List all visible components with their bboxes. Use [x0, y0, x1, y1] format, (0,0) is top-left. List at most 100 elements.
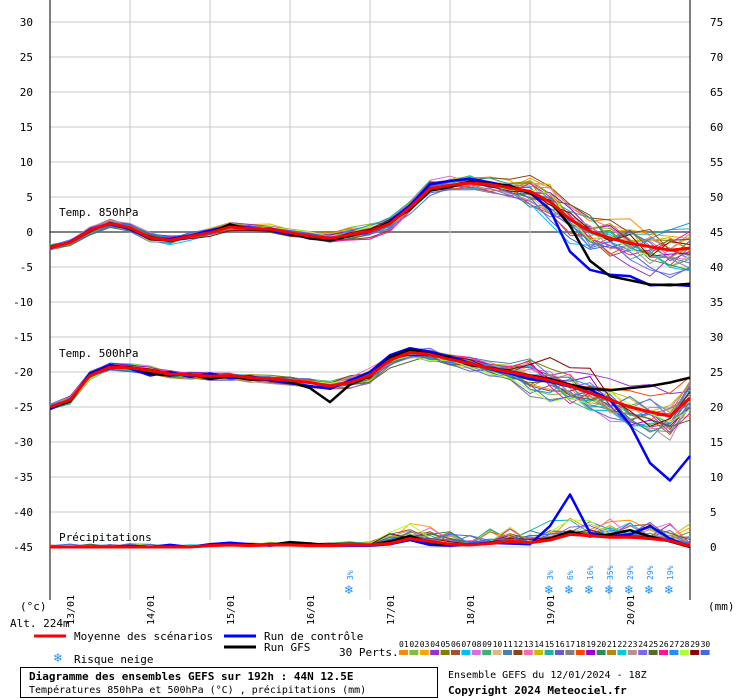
date-label: 14/01	[146, 595, 157, 625]
legend: Moyenne des scénarios Run de contrôle Ru…	[34, 630, 710, 666]
panel-label-precip: Précipitations	[59, 531, 152, 544]
left-axis-unit: (°c)	[20, 600, 47, 613]
perturbation-29-label: 29	[690, 640, 700, 649]
right-tick-label: 25	[710, 366, 723, 379]
series-mean-t500	[49, 350, 692, 418]
right-tick-label: 40	[710, 261, 723, 274]
snowflake-icon: ❄	[644, 583, 654, 597]
right-tick-label: 15	[710, 436, 723, 449]
date-label: 19/01	[546, 595, 557, 625]
date-label: 20/01	[626, 595, 637, 625]
perturbation-13-swatch	[523, 650, 533, 655]
left-tick-label: 30	[20, 16, 33, 29]
perturbation-23-label: 23	[628, 640, 638, 649]
perturbation-24-label: 24	[638, 640, 648, 649]
perturbation-18-swatch	[575, 650, 585, 655]
perturbation-15-swatch	[544, 650, 554, 655]
perturbation-14-label: 14	[534, 640, 544, 649]
perturbation-01-swatch	[399, 650, 408, 655]
right-tick-label: 10	[710, 471, 723, 484]
left-tick-label: 0	[26, 226, 33, 239]
perturbation-25-swatch	[648, 650, 658, 655]
snowflake-icon: ❄	[584, 583, 594, 597]
perturbation-27-label: 27	[669, 640, 679, 649]
grid	[49, 0, 691, 600]
left-tick-label: -45	[13, 541, 33, 554]
perturbation-18-label: 18	[576, 640, 586, 649]
snowflake-icon: ❄	[604, 583, 614, 597]
perturbation-07-swatch	[461, 650, 471, 655]
series-mean-t850	[49, 181, 691, 252]
perturbation-03-swatch	[419, 650, 429, 655]
right-axis-unit: (mm)	[708, 600, 735, 613]
perturbation-22-swatch	[617, 650, 627, 655]
perturbation-30-label: 30	[701, 640, 711, 649]
snow-risk-percent: 16%	[586, 565, 595, 580]
date-label: 15/01	[226, 595, 237, 625]
perturbation-08-label: 08	[472, 640, 482, 649]
right-tick-label: 65	[710, 86, 723, 99]
perturbation-12-swatch	[513, 650, 523, 655]
snow-risk-percent: 29%	[646, 565, 655, 580]
date-label: 18/01	[466, 595, 477, 625]
right-tick-label: 5	[710, 506, 717, 519]
perturbation-09-label: 09	[482, 640, 492, 649]
perturbation-25-label: 25	[649, 640, 659, 649]
snow-risk-markers: 3% ❄ 3% ❄ 6% ❄ 16% ❄ 35% ❄ 29% ❄ 29% ❄ 19% ❄	[344, 565, 675, 597]
perturbation-14-swatch	[534, 650, 544, 655]
date-label: 13/01	[66, 595, 77, 625]
perturbation-23-swatch	[627, 650, 637, 655]
perturbation-10-label: 10	[493, 640, 503, 649]
left-tick-label: -20	[13, 366, 33, 379]
footer-title: Diagramme des ensembles GEFS sur 192h : …	[29, 670, 354, 683]
left-tick-label: 25	[20, 51, 33, 64]
perturbation-26-swatch	[659, 650, 668, 655]
left-tick-label: -15	[13, 331, 33, 344]
perturbation-20-swatch	[596, 650, 606, 655]
perturbation-13-label: 13	[524, 640, 534, 649]
perturbation-21-swatch	[607, 650, 616, 655]
perturbation-10-swatch	[492, 650, 502, 655]
legend-gfs-label: Run GFS	[264, 641, 310, 654]
left-tick-label: -10	[13, 296, 33, 309]
snow-risk-percent: 19%	[666, 565, 675, 580]
perturbation-06-label: 06	[451, 640, 461, 649]
perturbation-28-t850	[49, 181, 691, 257]
snow-risk-percent: 3%	[346, 570, 355, 580]
snowflake-icon: ❄	[53, 651, 63, 665]
perturbation-05-swatch	[440, 650, 450, 655]
left-tick-label: 20	[20, 86, 33, 99]
perturbation-02-label: 02	[409, 640, 419, 649]
perturbation-04-swatch	[430, 650, 440, 655]
perturbation-11-label: 11	[503, 640, 513, 649]
right-tick-label: 20	[710, 401, 723, 414]
perturbation-24-swatch	[638, 650, 648, 655]
perturbation-16-swatch	[555, 650, 564, 655]
right-tick-label: 75	[710, 16, 723, 29]
perturbation-09-swatch	[482, 650, 492, 655]
perturbation-16-label: 16	[555, 640, 565, 649]
perturbation-22-label: 22	[617, 640, 627, 649]
perturbation-15-label: 15	[545, 640, 555, 649]
perturbation-30-swatch	[700, 650, 710, 655]
left-tick-label: -25	[13, 401, 33, 414]
footer-run: Ensemble GEFS du 12/01/2024 - 18Z	[448, 670, 647, 681]
right-tick-label: 0	[710, 541, 717, 554]
perturbation-27-swatch	[669, 650, 679, 655]
snow-risk-percent: 3%	[546, 570, 555, 580]
right-tick-label: 55	[710, 156, 723, 169]
snow-risk-percent: 35%	[606, 565, 615, 580]
panel-label-t500: Temp. 500hPa	[59, 347, 138, 360]
perturbation-02-swatch	[409, 650, 419, 655]
perturbation-28-swatch	[679, 650, 689, 655]
snowflake-icon: ❄	[664, 583, 674, 597]
footer-subtitle: Températures 850hPa et 500hPa (°C) , pré…	[29, 685, 367, 696]
left-tick-label: -30	[13, 436, 33, 449]
perturbation-legend: 01 02 03 04 05 06 07 08 09 10 11 12 13 14 15 16 17 18 19 20…	[399, 640, 710, 655]
altitude-label: Alt. 224m	[10, 617, 70, 630]
left-tick-label: -35	[13, 471, 33, 484]
perturbation-05-label: 05	[441, 640, 451, 649]
legend-perts-label: 30 Perts.	[339, 646, 399, 659]
left-tick-label: 5	[26, 191, 33, 204]
